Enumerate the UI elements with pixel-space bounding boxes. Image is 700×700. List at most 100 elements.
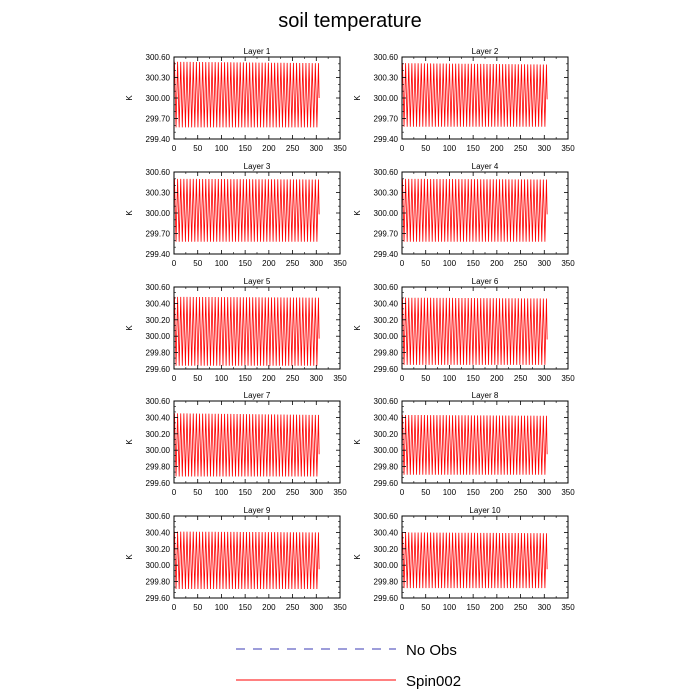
y-tick-label: 299.40 <box>374 250 399 259</box>
panel-layer-10: Layer 10 K 0 50 100 150 200 250 300 350 299.60 299.… <box>353 506 575 612</box>
x-tick-label: 0 <box>172 603 177 612</box>
panel-title: Layer 8 <box>472 391 499 400</box>
x-tick-label: 250 <box>286 374 300 383</box>
x-tick-label: 150 <box>238 374 252 383</box>
x-tick-label: 0 <box>172 488 177 497</box>
y-tick-label: 300.60 <box>374 53 399 62</box>
y-axis-label: K <box>125 325 134 331</box>
x-tick-label: 50 <box>193 488 202 497</box>
y-tick-label: 300.00 <box>374 94 399 103</box>
panel-title: Layer 10 <box>469 506 501 515</box>
panel-layer-2: Layer 2 K 0 50 100 150 200 250 300 350 299.40 299.7… <box>353 47 575 153</box>
x-tick-label: 300 <box>310 603 324 612</box>
y-tick-label: 300.00 <box>374 209 399 218</box>
y-tick-label: 300.30 <box>146 74 171 83</box>
panel-layer-9: Layer 9 K 0 50 100 150 200 250 300 350 299.60 299.8… <box>125 506 347 612</box>
y-tick-label: 300.00 <box>146 94 171 103</box>
y-tick-label: 299.60 <box>374 479 399 488</box>
x-tick-label: 100 <box>443 488 457 497</box>
y-axis-label: K <box>125 95 134 101</box>
panel-title: Layer 5 <box>244 277 271 286</box>
series-line-spin002 <box>402 297 548 365</box>
y-axis-label: K <box>353 325 362 331</box>
y-tick-label: 300.60 <box>374 168 399 177</box>
x-tick-label: 200 <box>490 259 504 268</box>
y-tick-label: 300.60 <box>374 397 399 406</box>
y-tick-label: 300.20 <box>374 430 399 439</box>
x-tick-label: 350 <box>333 488 347 497</box>
x-tick-label: 100 <box>443 259 457 268</box>
y-tick-label: 300.30 <box>374 189 399 198</box>
y-tick-label: 299.80 <box>374 349 399 358</box>
y-tick-label: 299.60 <box>146 365 171 374</box>
panel-layer-8: Layer 8 K 0 50 100 150 200 250 300 350 299.60 299.8… <box>353 391 575 497</box>
x-tick-label: 350 <box>333 374 347 383</box>
y-tick-label: 299.60 <box>146 594 171 603</box>
y-tick-label: 299.60 <box>374 365 399 374</box>
y-tick-label: 300.60 <box>146 53 171 62</box>
panel-layer-1: Layer 1 K 0 50 100 150 200 250 300 350 299.40 299.7… <box>125 47 347 153</box>
x-tick-label: 150 <box>238 144 252 153</box>
x-tick-label: 50 <box>193 603 202 612</box>
y-tick-label: 300.00 <box>146 209 171 218</box>
x-tick-label: 0 <box>172 374 177 383</box>
x-tick-label: 300 <box>310 374 324 383</box>
y-tick-label: 300.20 <box>146 316 171 325</box>
y-tick-label: 300.20 <box>146 430 171 439</box>
x-tick-label: 100 <box>215 603 229 612</box>
y-tick-label: 300.00 <box>374 332 399 341</box>
x-tick-label: 350 <box>333 603 347 612</box>
y-tick-label: 299.80 <box>374 578 399 587</box>
x-tick-label: 100 <box>443 144 457 153</box>
x-tick-label: 250 <box>514 488 528 497</box>
x-tick-label: 0 <box>400 259 405 268</box>
x-tick-label: 350 <box>333 259 347 268</box>
y-axis-label: K <box>353 439 362 445</box>
y-tick-label: 300.40 <box>374 528 399 537</box>
x-tick-label: 200 <box>262 603 276 612</box>
x-tick-label: 50 <box>421 259 430 268</box>
y-tick-label: 300.60 <box>146 283 171 292</box>
x-tick-label: 200 <box>490 144 504 153</box>
x-tick-label: 300 <box>538 374 552 383</box>
x-tick-label: 100 <box>215 259 229 268</box>
x-tick-label: 300 <box>310 144 324 153</box>
y-tick-label: 300.20 <box>374 316 399 325</box>
y-tick-label: 300.60 <box>374 512 399 521</box>
x-tick-label: 100 <box>443 603 457 612</box>
x-tick-label: 250 <box>514 259 528 268</box>
series-line-spin002 <box>402 532 548 589</box>
y-tick-label: 299.70 <box>374 230 399 239</box>
y-tick-label: 300.00 <box>146 446 171 455</box>
x-tick-label: 50 <box>421 603 430 612</box>
series-line-spin002 <box>402 178 548 242</box>
panel-title: Layer 4 <box>472 162 499 171</box>
series-line-spin002 <box>402 63 548 127</box>
y-axis-label: K <box>125 554 134 560</box>
x-tick-label: 150 <box>238 488 252 497</box>
x-tick-label: 100 <box>215 144 229 153</box>
x-tick-label: 150 <box>466 259 480 268</box>
y-tick-label: 300.00 <box>374 446 399 455</box>
x-tick-label: 150 <box>466 488 480 497</box>
x-tick-label: 200 <box>490 488 504 497</box>
y-tick-label: 300.30 <box>374 74 399 83</box>
x-tick-label: 250 <box>514 144 528 153</box>
x-tick-label: 300 <box>310 259 324 268</box>
x-tick-label: 250 <box>286 259 300 268</box>
y-tick-label: 300.40 <box>374 413 399 422</box>
y-tick-label: 300.30 <box>146 189 171 198</box>
y-tick-label: 300.40 <box>146 413 171 422</box>
x-tick-label: 100 <box>215 488 229 497</box>
x-tick-label: 200 <box>262 374 276 383</box>
y-tick-label: 300.40 <box>146 528 171 537</box>
x-tick-label: 50 <box>193 259 202 268</box>
panel-layer-7: Layer 7 K 0 50 100 150 200 250 300 350 299.60 299.8… <box>125 391 347 497</box>
y-tick-label: 299.80 <box>374 463 399 472</box>
series-line-spin002 <box>174 296 320 366</box>
panel-title: Layer 7 <box>244 391 271 400</box>
x-tick-label: 350 <box>333 144 347 153</box>
panel-layer-5: Layer 5 K 0 50 100 150 200 250 300 350 299.60 299.8… <box>125 277 347 383</box>
legend: No Obs Spin002 <box>236 642 461 690</box>
x-tick-label: 50 <box>193 374 202 383</box>
